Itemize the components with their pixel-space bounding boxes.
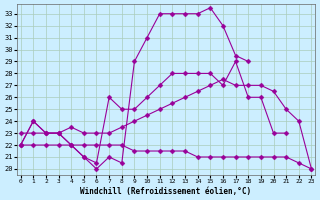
X-axis label: Windchill (Refroidissement éolien,°C): Windchill (Refroidissement éolien,°C) [80,187,252,196]
